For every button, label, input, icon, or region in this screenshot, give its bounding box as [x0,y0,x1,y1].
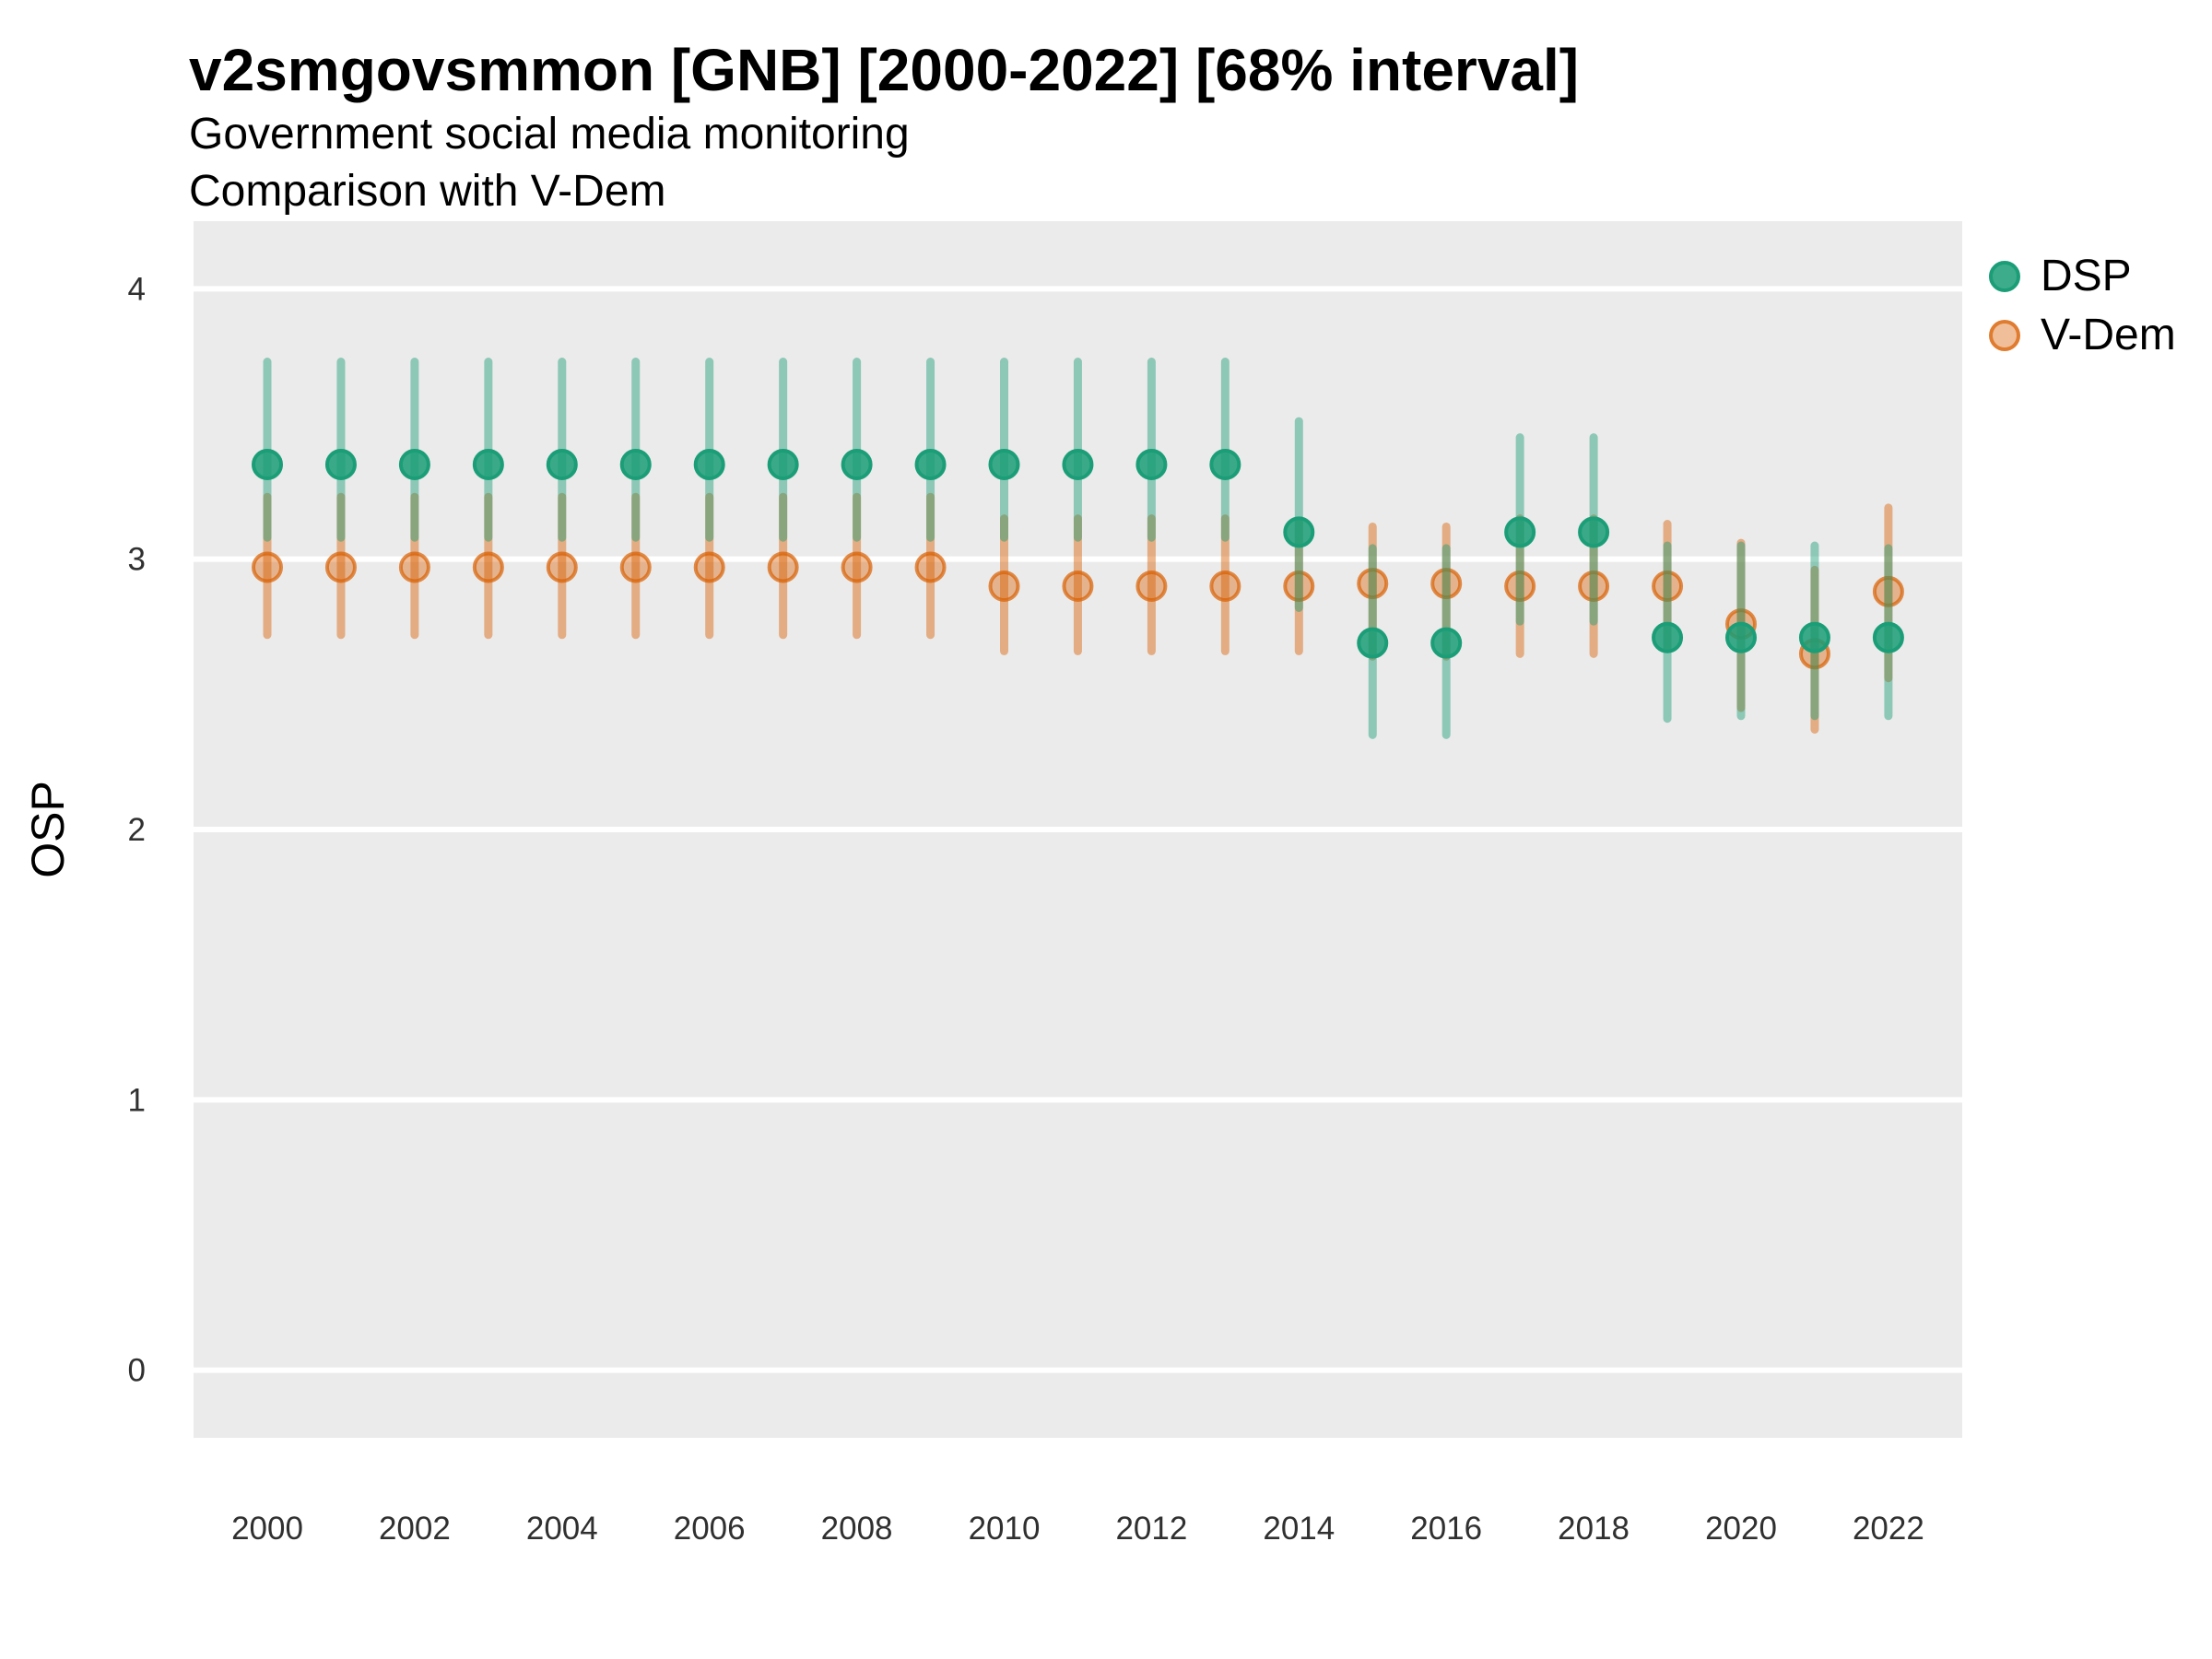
legend-item-vdem: V-Dem [1989,310,2176,361]
vdem-point-2002 [398,551,430,583]
vdem-point-2006 [693,551,725,583]
dsp-point-2011 [1062,449,1094,480]
dsp-point-2007 [767,449,799,480]
vdem-point-2001 [324,551,357,583]
y-tick-label-2: 2 [128,812,146,848]
x-tick-label-2002: 2002 [379,1511,451,1547]
dsp-point-2000 [252,449,283,480]
vdem-point-2000 [252,551,283,583]
vdem-point-icon [1989,320,2020,351]
x-tick-label-2008: 2008 [821,1511,893,1547]
vdem-point-2017 [1504,571,1536,602]
vdem-point-2004 [546,551,578,583]
dsp-point-2005 [619,449,652,480]
vdem-point-2019 [1652,571,1684,602]
dsp-point-2001 [324,449,357,480]
dsp-point-2019 [1652,621,1684,653]
vdem-point-2009 [914,551,947,583]
vdem-point-2003 [472,551,504,583]
dsp-point-2003 [472,449,504,480]
dsp-point-2016 [1430,627,1463,659]
dsp-point-2020 [1725,621,1757,653]
vdem-point-2013 [1209,571,1241,602]
vdem-point-2022 [1872,575,1904,607]
dsp-point-2018 [1578,516,1610,548]
legend-label-vdem: V-Dem [2041,311,2176,359]
dsp-point-2015 [1357,627,1389,659]
vdem-point-2012 [1135,571,1168,602]
chart-title: v2smgovsmmon [GNB] [2000-2022] [68% inte… [189,37,1580,103]
x-tick-label-2010: 2010 [969,1511,1041,1547]
vdem-point-2011 [1062,571,1094,602]
chart-subtitle-2: Comparison with V-Dem [189,167,666,216]
x-tick-label-2022: 2022 [1853,1511,1924,1547]
vdem-point-2010 [988,571,1020,602]
y-tick-label-3: 3 [128,542,146,578]
vdem-point-2016 [1430,568,1463,600]
x-tick-label-2014: 2014 [1263,1511,1335,1547]
x-tick-label-2012: 2012 [1115,1511,1187,1547]
dsp-point-icon [1989,261,2020,292]
vdem-point-2008 [841,551,873,583]
dsp-point-2010 [988,449,1020,480]
dsp-point-2004 [546,449,578,480]
dsp-point-2002 [398,449,430,480]
legend-item-dsp: DSP [1989,251,2176,302]
dsp-point-2017 [1504,516,1536,548]
x-tick-label-2018: 2018 [1558,1511,1630,1547]
chart-subtitle-1: Government social media monitoring [189,110,910,159]
vdem-point-2007 [767,551,799,583]
dsp-point-2009 [914,449,947,480]
dsp-point-2008 [841,449,873,480]
y-tick-label-4: 4 [128,271,146,307]
x-tick-label-2004: 2004 [526,1511,598,1547]
x-tick-label-2016: 2016 [1410,1511,1482,1547]
legend: DSP V-Dem [1989,251,2176,361]
y-tick-label-0: 0 [128,1353,146,1389]
legend-label-dsp: DSP [2041,252,2132,300]
vdem-point-2015 [1357,568,1389,600]
vdem-point-2005 [619,551,652,583]
y-tick-label-1: 1 [128,1082,146,1118]
x-tick-label-2020: 2020 [1705,1511,1777,1547]
vdem-point-2018 [1578,571,1610,602]
dsp-point-2006 [693,449,725,480]
vdem-point-2014 [1283,571,1315,602]
x-tick-label-2000: 2000 [231,1511,303,1547]
dsp-point-2012 [1135,449,1168,480]
dsp-point-2014 [1283,516,1315,548]
dsp-point-2013 [1209,449,1241,480]
x-tick-label-2006: 2006 [674,1511,746,1547]
dsp-point-2022 [1872,621,1904,653]
dsp-point-2021 [1798,621,1830,653]
